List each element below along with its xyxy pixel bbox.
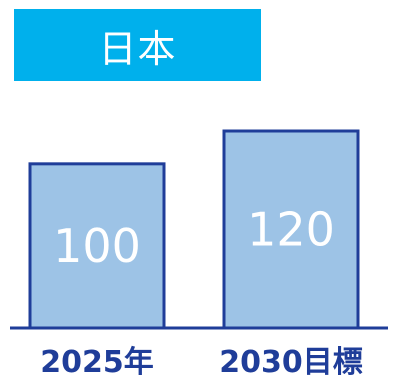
category-label-2: 2030目標 <box>219 345 363 380</box>
bar-value-label-2: 120 <box>247 203 335 257</box>
chart-title-badge: 日本 <box>14 9 261 81</box>
bar-2 <box>222 129 360 330</box>
bar-value-label-1: 100 <box>53 219 141 273</box>
chart-title: 日本 <box>98 26 177 71</box>
labels-layer: 100 2025年 120 2030目標 <box>40 203 363 380</box>
category-label-1: 2025年 <box>40 345 154 380</box>
bars-layer <box>28 129 360 330</box>
